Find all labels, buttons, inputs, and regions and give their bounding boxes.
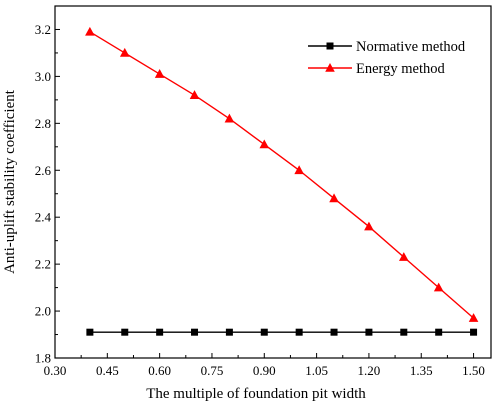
y-tick-label: 2.2 (35, 257, 51, 272)
series-energy-method (85, 26, 479, 322)
x-tick-label: 0.60 (148, 363, 171, 378)
normative-method-point (191, 328, 199, 336)
normative-method-point (260, 328, 268, 336)
normative-method-point (295, 328, 303, 336)
y-axis: 1.8 2.0 2.2 2.4 2.6 2.8 3.0 3.2 (35, 22, 60, 366)
normative-method-point (470, 328, 478, 336)
x-tick-label: 0.45 (96, 363, 119, 378)
x-tick-label: 1.05 (305, 363, 328, 378)
energy-method-point (364, 221, 374, 231)
y-tick-label: 1.8 (35, 351, 51, 366)
y-tick-label: 2.0 (35, 304, 51, 319)
energy-method-line (89, 31, 475, 319)
energy-method-point (259, 139, 270, 149)
y-axis-label: Anti-uplift stability coefficient (2, 89, 18, 274)
x-tick-label: 1.20 (358, 363, 381, 378)
y-tick-label: 2.6 (35, 163, 52, 178)
energy-method-point (189, 90, 200, 99)
energy-method-point (468, 313, 479, 322)
normative-method-point (435, 328, 443, 336)
y-tick-label: 2.8 (35, 116, 51, 131)
energy-method-point (85, 26, 95, 36)
y-tick-label: 3.2 (35, 22, 51, 37)
x-tick-label: 0.30 (44, 363, 67, 378)
energy-method-point (224, 113, 235, 123)
legend-label-energy-method: Energy method (356, 61, 445, 77)
legend-label-normative-method: Normative method (356, 39, 466, 55)
series-normative-method (86, 328, 478, 336)
y-tick-label: 2.4 (35, 210, 52, 225)
energy-method-point (399, 252, 409, 261)
normative-method-point (330, 328, 338, 336)
normative-method-point (400, 328, 408, 336)
plot-frame (54, 5, 492, 359)
x-tick-label: 1.35 (410, 363, 433, 378)
legend-marker-normative-method (326, 42, 334, 50)
normative-method-point (121, 328, 129, 336)
energy-method-point (433, 282, 444, 292)
normative-method-point (86, 328, 94, 336)
x-tick-label: 1.50 (462, 363, 485, 378)
energy-method-point (294, 165, 304, 175)
normative-method-point (156, 328, 164, 336)
legend-marker-energy-method (325, 63, 335, 72)
series-layer (85, 26, 479, 336)
y-tick-label: 3.0 (35, 69, 51, 84)
normative-method-point (225, 328, 233, 336)
x-tick-label: 0.75 (201, 363, 224, 378)
x-tick-label: 0.90 (253, 363, 276, 378)
x-axis: 0.30 0.45 0.60 0.75 0.90 1.05 1.20 1.35 1.50 (44, 353, 485, 378)
legend: Normative method Energy method (308, 39, 466, 77)
x-axis-label: The multiple of foundation pit width (146, 386, 366, 402)
energy-method-point (329, 193, 339, 203)
normative-method-point (365, 328, 373, 336)
energy-method-point (119, 47, 130, 57)
energy-method-point (154, 69, 165, 78)
